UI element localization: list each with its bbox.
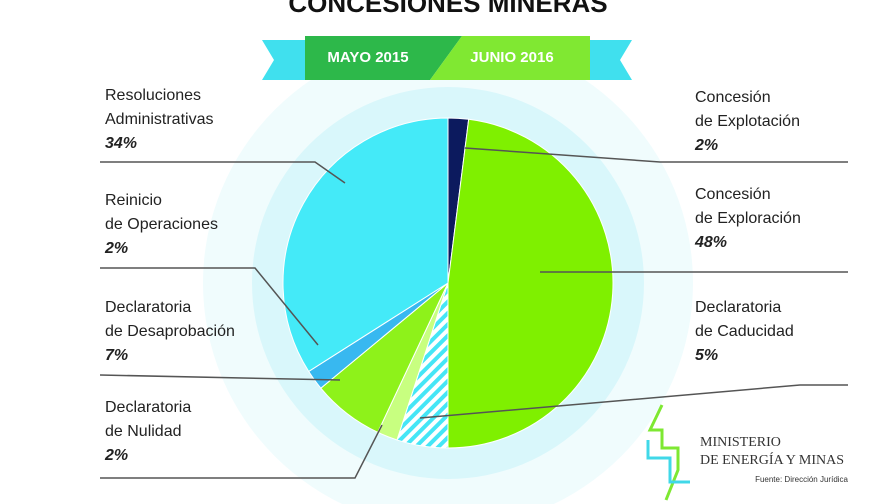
value-label: 2% [104,240,128,257]
logo-mark [647,404,680,501]
leader-line [100,267,319,346]
logo-text: DE ENERGÍA Y MINAS [700,451,844,468]
slice-label: Reinicio [105,192,162,209]
value-label: 5% [695,347,718,364]
banner-right [430,36,590,80]
value-label: 2% [104,447,128,464]
slice-label: de Desaprobación [105,323,235,340]
chart-title: CONCESIONES MINERAS [288,0,607,18]
slice-label: de Explotación [695,113,800,130]
slice-label: de Nulidad [105,423,182,440]
slice-label: Declaratoria [105,399,191,416]
slice-label: de Operaciones [105,216,218,233]
pie [282,117,614,449]
value-label: 7% [105,347,128,364]
ribbon-tail [262,40,305,80]
slice-label: Declaratoria [695,299,781,316]
slice-label: Concesión [695,186,771,203]
logo-mark [646,440,690,484]
slice-label: Resoluciones [105,87,201,104]
slice-label: de Caducidad [695,323,794,340]
period-end: JUNIO 2016 [470,49,553,66]
slice-label: de Exploración [695,210,801,227]
leader-line [100,424,383,479]
leader-line [99,374,341,381]
pie-slice [282,117,449,373]
ribbon-tail [590,40,632,80]
leader-line [419,384,848,419]
labels: Concesión de Explotación 2% Concesión de Exp… [99,87,848,479]
slice-label: Administrativas [105,111,213,128]
period-start: MAYO 2015 [327,49,408,66]
source: Fuente: Dirección Jurídica [755,475,848,484]
leader-line [464,147,848,163]
banner-left [305,36,462,80]
slice-label: Declaratoria [105,299,191,316]
slice-label: Concesión [695,89,771,106]
value-label: 48% [694,234,727,251]
logo: MINISTERIO DE ENERGÍA Y MINAS Fuente: Di… [646,404,849,501]
value-label: 2% [694,137,718,154]
logo-text: MINISTERIO [700,435,781,450]
pie-slice [447,118,614,449]
value-label: 34% [105,135,137,152]
leader-line [100,161,346,184]
